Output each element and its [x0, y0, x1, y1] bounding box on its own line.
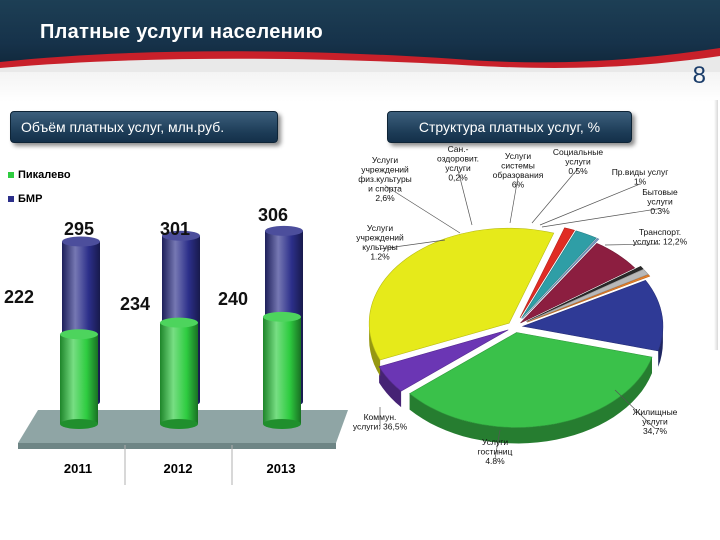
pie-slice-0 — [409, 332, 653, 428]
pie-slice-4 — [521, 230, 597, 319]
pie-leader-0 — [614, 389, 656, 429]
data-label-Пикалево-2011: 222 — [4, 287, 34, 307]
page-title: Платные услуги населению — [40, 21, 324, 43]
pie-slice-7 — [526, 266, 644, 322]
pie-slice-8 — [526, 268, 649, 323]
data-label-Пикалево-2013: 240 — [218, 289, 248, 309]
data-label-Пикалево-2012: 234 — [120, 294, 150, 314]
pie-label-10: Транспорт. услуги: 12,2% — [633, 227, 688, 247]
title-bar: Платные услуги населению — [0, 0, 720, 72]
data-label-БМР-2013: 306 — [258, 205, 288, 225]
pie-label-1: Услуги гостиниц 4.8% — [478, 437, 513, 466]
pie-slice-1 — [378, 329, 509, 392]
pie-leader-10 — [604, 243, 661, 246]
bar-chart-title-box: Объём платных услуг, млн.руб. — [10, 111, 278, 143]
x-tick-2011: 2011 — [64, 461, 92, 476]
data-label-БМР-2011: 295 — [64, 219, 94, 239]
pie-label-4: Услуги учреждений физ.культуры и спорта 2,6% — [358, 155, 412, 203]
bar-Пикалево-2011 — [60, 329, 98, 429]
legend-label-1: БМР — [18, 193, 42, 205]
pie-label-3: Услуги учреждений культуры 1.2% — [356, 223, 404, 262]
pie-label-2: Коммун. услуги: 36,5% — [353, 412, 408, 432]
pie-label-8: Пр.виды услуг 1% — [612, 167, 669, 187]
bar-Пикалево-2012 — [160, 317, 198, 429]
bar-Пикалево-2013 — [263, 311, 301, 429]
pie-slice-10 — [521, 280, 664, 352]
slide-number: 8 — [692, 62, 706, 89]
pie-leader-5 — [457, 169, 473, 226]
pie-chart: Жилищные услуги 34,7% Услуги гостиниц 4.8% Ком… — [353, 145, 688, 466]
pie-leader-9 — [541, 208, 661, 228]
data-label-БМР-2012: 301 — [160, 219, 190, 239]
pie-slice-3 — [519, 227, 575, 318]
pie-label-0: Жилищные услуги 34,7% — [633, 407, 678, 436]
legend-swatch-0 — [8, 172, 14, 178]
pie-top-layer — [368, 227, 664, 428]
right-edge-decoration — [714, 100, 718, 350]
header-underlay — [0, 72, 720, 102]
pie-slice-side-1 — [379, 366, 402, 408]
legend-swatch-1 — [8, 196, 14, 202]
pie-leader-1 — [494, 429, 501, 459]
pie-leader-7 — [531, 168, 579, 224]
pie-chart-title-box: Структура платных услуг, % — [387, 111, 632, 143]
chart-floor-edge — [18, 443, 336, 449]
pie-slice-side-10 — [658, 326, 663, 367]
pie-slice-2 — [368, 227, 555, 361]
pie-label-5: Сан.-оздоровит. услуги 0,2% — [437, 145, 479, 183]
pie-leader-6 — [509, 176, 519, 224]
x-tick-2012: 2012 — [164, 461, 193, 476]
pie-leader-8 — [539, 183, 641, 226]
pie-slice-side-0 — [409, 357, 652, 444]
pie-label-7: Социальные услуги 0.5% — [553, 147, 603, 176]
pie-slice-6 — [520, 242, 636, 324]
legend-label-0: Пикалево — [18, 169, 71, 181]
x-tick-2013: 2013 — [267, 461, 296, 476]
pie-slice-5 — [522, 238, 600, 319]
bar-chart: Пикалево БМР 295 222 2011 301 234 2012 306 240 201… — [4, 169, 348, 485]
pie-slice-9 — [527, 274, 651, 323]
pie-leader-3 — [379, 239, 446, 250]
pie-label-9: Бытовые услуги 0.3% — [642, 187, 678, 216]
header-swoosh-decoration — [0, 48, 720, 72]
pie-label-6: Услуги системы образования 6% — [493, 151, 544, 190]
pie-leader-4 — [384, 185, 461, 234]
